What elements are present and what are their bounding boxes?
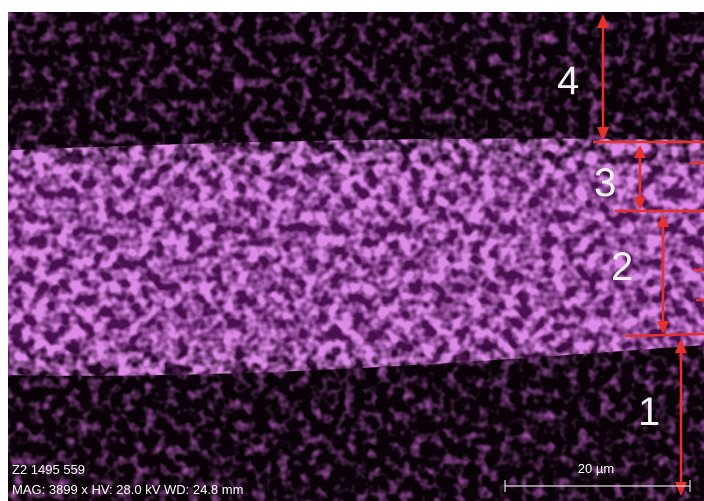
region-label: 3 [594, 161, 616, 205]
region-label: 2 [611, 245, 633, 289]
region-label: 1 [638, 390, 660, 434]
footer-text: MAG: 3899 x HV: 28.0 kV WD: 24.8 mm [12, 482, 243, 497]
scale-bar-label: 20 µm [578, 461, 614, 476]
footer-text: Z2 1495 559 [12, 462, 85, 477]
micrograph: 4 3 2 1 Z2 1495 559 MAG: 3899 x HV: 28.0… [0, 0, 704, 501]
region-label: 4 [557, 59, 579, 103]
